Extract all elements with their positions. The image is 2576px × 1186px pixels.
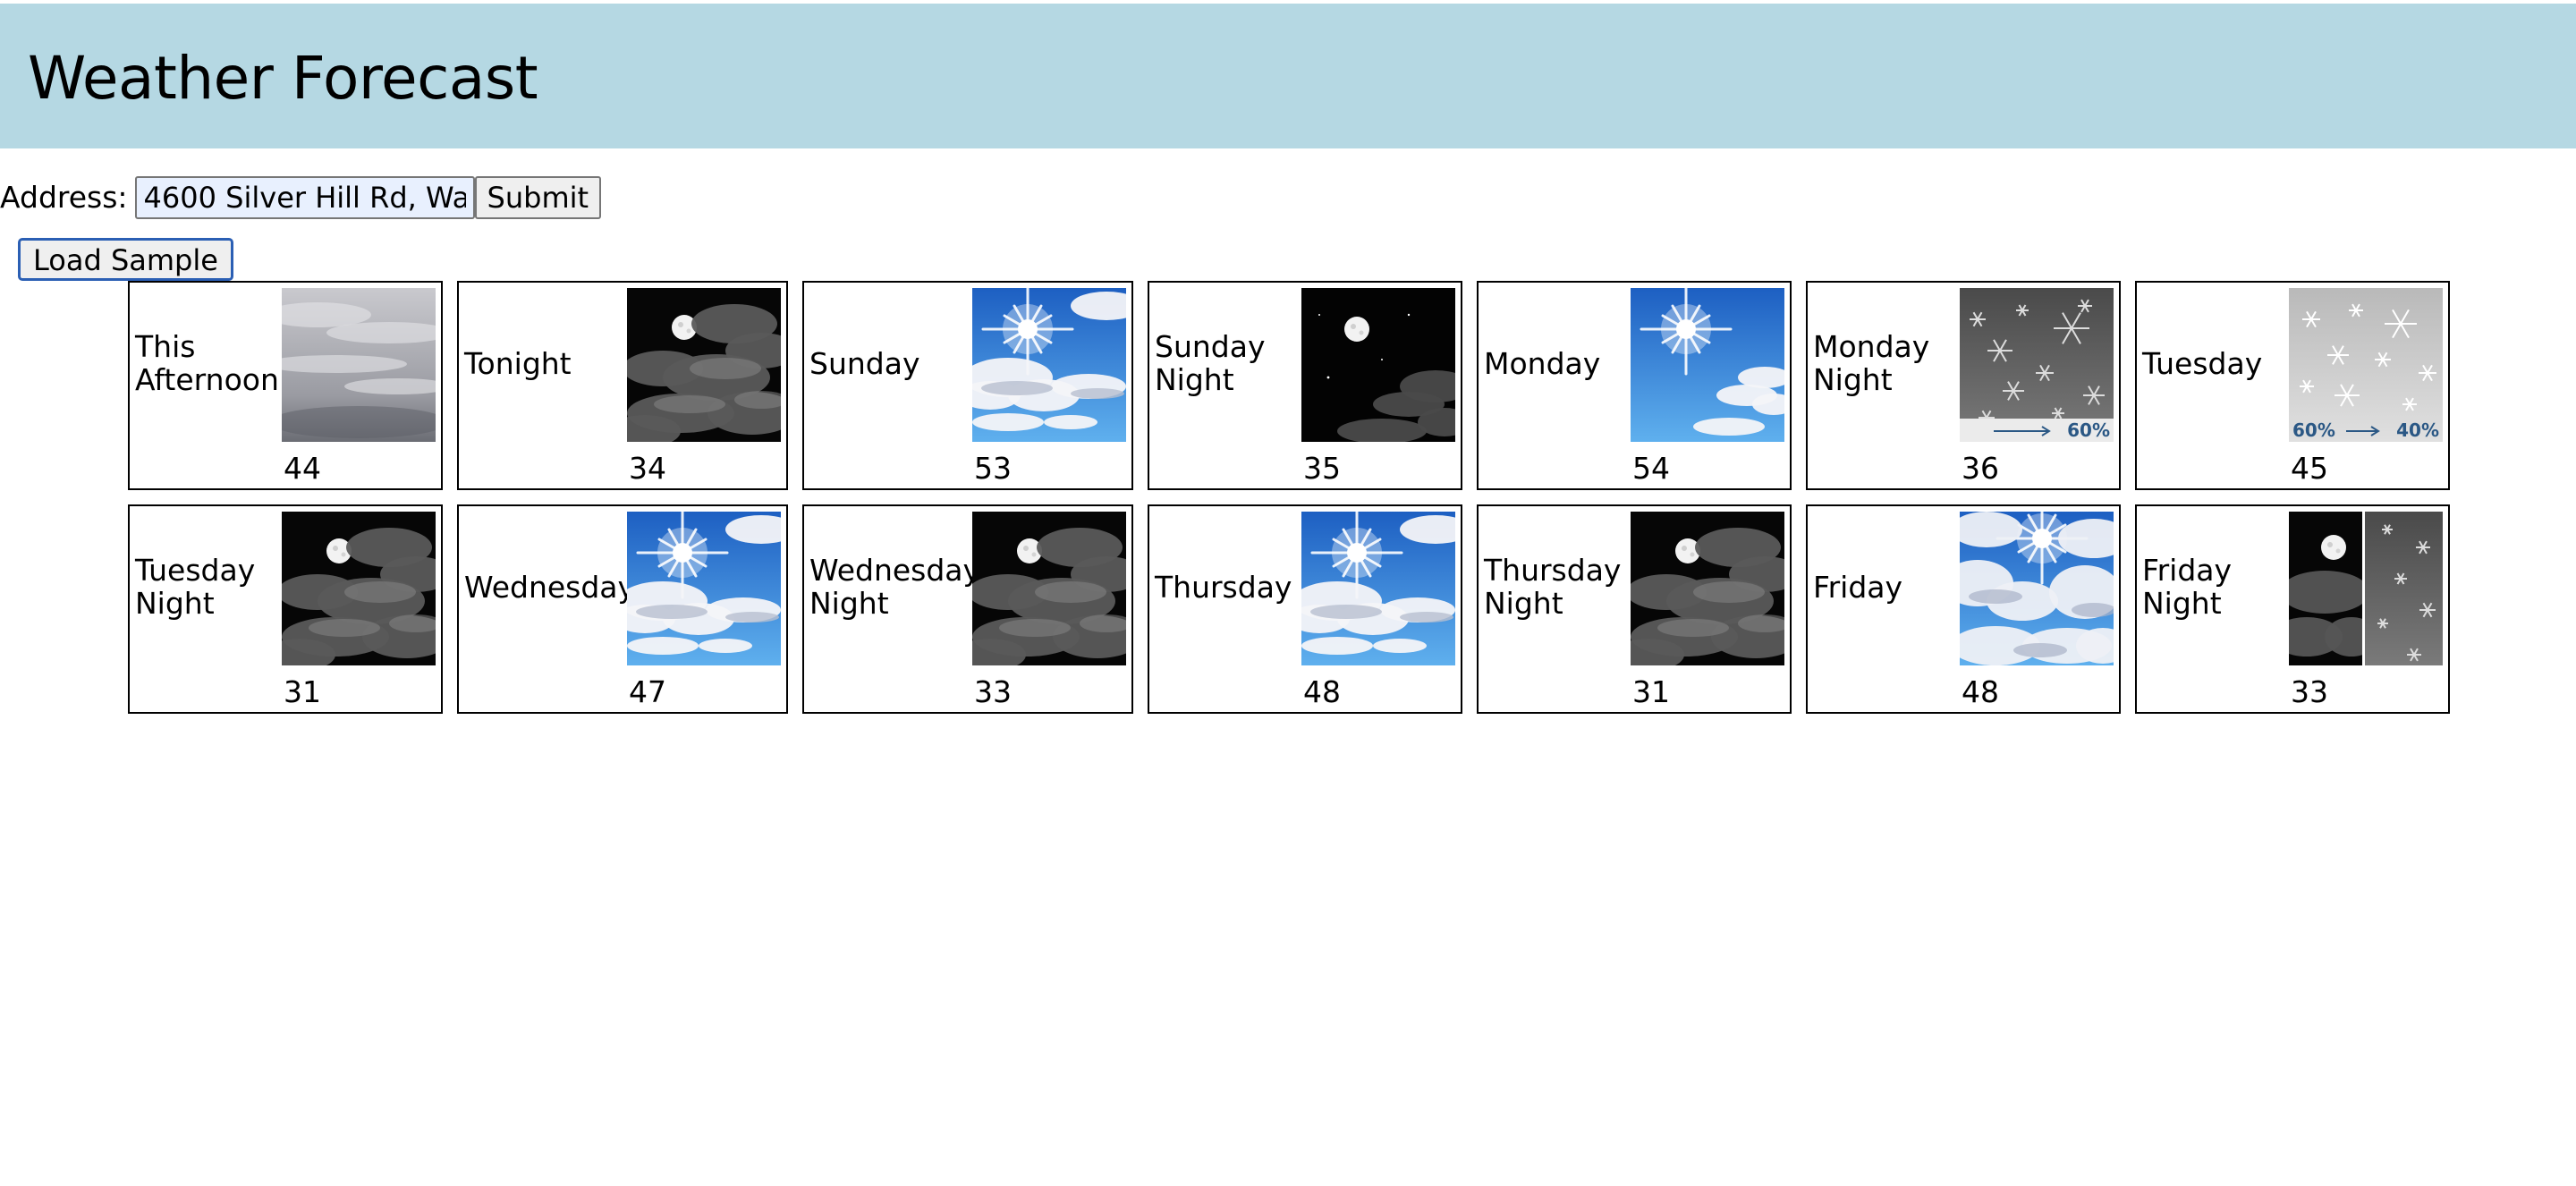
address-input[interactable] [134, 176, 475, 219]
forecast-card: Thursday 48 [1148, 504, 1462, 714]
forecast-temperature: 36 [1962, 451, 1999, 486]
forecast-period-name: Tonight [464, 345, 572, 381]
forecast-temperature: 31 [1632, 674, 1670, 709]
night-mostly-cloudy-icon [282, 512, 436, 665]
partly-sunny-icon [972, 288, 1126, 442]
forecast-period-name: Thursday Night [1484, 553, 1622, 621]
forecast-period-name: This Afternoon [135, 329, 279, 397]
forecast-period-name: Tuesday [2142, 345, 2263, 381]
svg-text:60%: 60% [2067, 419, 2110, 441]
forecast-period-name: Wednesday Night [809, 553, 981, 621]
forecast-card: Friday Night 33 [2135, 504, 2450, 714]
forecast-card: Thursday Night 31 [1477, 504, 1792, 714]
forecast-card: Sunday 53 [802, 281, 1133, 490]
forecast-grid: This Afternoon 44 Tonight 34 Sunday 53 Sund… [128, 281, 2450, 714]
forecast-card: Tonight 34 [457, 281, 788, 490]
load-sample-button[interactable]: Load Sample [18, 238, 233, 281]
forecast-period-name: Friday [1813, 569, 1903, 605]
snow-icon: 60% [1960, 288, 2114, 442]
forecast-temperature: 33 [2291, 674, 2328, 709]
forecast-card: Tuesday 60% 40% 45 [2135, 281, 2450, 490]
address-label: Address: [0, 180, 128, 215]
forecast-temperature: 48 [1962, 674, 1999, 709]
forecast-card: Monday 54 [1477, 281, 1792, 490]
night-snow-split-icon [2289, 512, 2443, 665]
forecast-period-name: Sunday Night [1155, 329, 1266, 397]
forecast-temperature: 44 [284, 451, 321, 486]
forecast-period-name: Sunday [809, 345, 920, 381]
svg-text:40%: 40% [2396, 419, 2439, 441]
forecast-card: Friday 48 [1806, 504, 2121, 714]
submit-button[interactable]: Submit [474, 176, 602, 219]
forecast-card: Monday Night 60% 36 [1806, 281, 2121, 490]
forecast-card: This Afternoon 44 [128, 281, 443, 490]
forecast-period-name: Wednesday [464, 569, 636, 605]
partly-sunny-icon [627, 512, 781, 665]
forecast-temperature: 45 [2291, 451, 2328, 486]
forecast-period-name: Monday [1484, 345, 1601, 381]
forecast-temperature: 48 [1303, 674, 1341, 709]
forecast-temperature: 35 [1303, 451, 1341, 486]
forecast-card: Wednesday Night 33 [802, 504, 1133, 714]
mostly-cloudy-icon [1960, 512, 2114, 665]
night-mostly-cloudy-icon [972, 512, 1126, 665]
forecast-period-name: Thursday [1155, 569, 1292, 605]
forecast-card: Sunday Night 35 [1148, 281, 1462, 490]
address-form: Address: Submit [0, 175, 602, 220]
forecast-temperature: 33 [974, 674, 1012, 709]
forecast-temperature: 31 [284, 674, 321, 709]
svg-text:60%: 60% [2292, 419, 2335, 441]
sunny-icon [1631, 288, 1784, 442]
partly-sunny-icon [1301, 512, 1455, 665]
forecast-temperature: 53 [974, 451, 1012, 486]
forecast-card: Tuesday Night 31 [128, 504, 443, 714]
forecast-period-name: Friday Night [2142, 553, 2233, 621]
page-title: Weather Forecast [28, 44, 538, 113]
forecast-period-name: Tuesday Night [135, 553, 256, 621]
forecast-card: Wednesday 47 [457, 504, 788, 714]
overcast-icon [282, 288, 436, 442]
forecast-period-name: Monday Night [1813, 329, 1930, 397]
forecast-temperature: 47 [629, 674, 666, 709]
forecast-temperature: 54 [1632, 451, 1670, 486]
night-mostly-cloudy-icon [1631, 512, 1784, 665]
snow-light-icon: 60% 40% [2289, 288, 2443, 442]
forecast-temperature: 34 [629, 451, 666, 486]
night-mostly-cloudy-icon [627, 288, 781, 442]
night-partly-cloudy-icon [1301, 288, 1455, 442]
page-header: Weather Forecast [0, 4, 2576, 148]
